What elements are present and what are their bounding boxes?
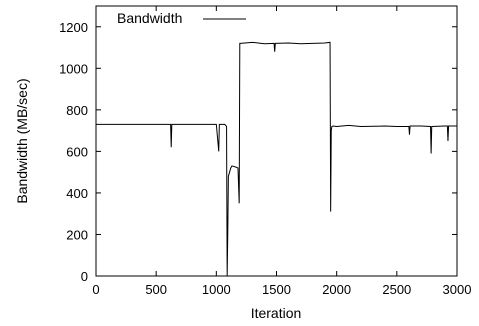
y-tick-label: 1000 <box>59 61 88 76</box>
x-axis-label: Iteration <box>251 305 302 321</box>
y-axis-label: Bandwidth (MB/sec) <box>14 78 30 203</box>
y-tick-label: 400 <box>66 186 88 201</box>
x-tick-label: 2000 <box>322 282 351 297</box>
x-tick-label: 3000 <box>443 282 472 297</box>
plot-frame <box>95 5 458 277</box>
x-tick-label: 0 <box>92 282 99 297</box>
y-tick-label: 800 <box>66 103 88 118</box>
y-tick-label: 1200 <box>59 20 88 35</box>
y-tick-label: 0 <box>81 269 88 284</box>
x-tick-label: 2500 <box>382 282 411 297</box>
legend: Bandwidth <box>117 10 246 26</box>
x-tick-label: 1000 <box>202 282 231 297</box>
axis-tick-labels: 0 500 1000 1500 2000 2500 3000 0 200 400 600 800 100… <box>59 20 471 297</box>
x-tick-label: 500 <box>145 282 167 297</box>
x-tick-label: 1500 <box>262 282 291 297</box>
series-line-bandwidth <box>96 41 457 277</box>
y-tick-label: 600 <box>66 144 88 159</box>
axis-ticks <box>95 6 458 277</box>
y-tick-label: 200 <box>66 227 88 242</box>
legend-label: Bandwidth <box>117 10 182 26</box>
